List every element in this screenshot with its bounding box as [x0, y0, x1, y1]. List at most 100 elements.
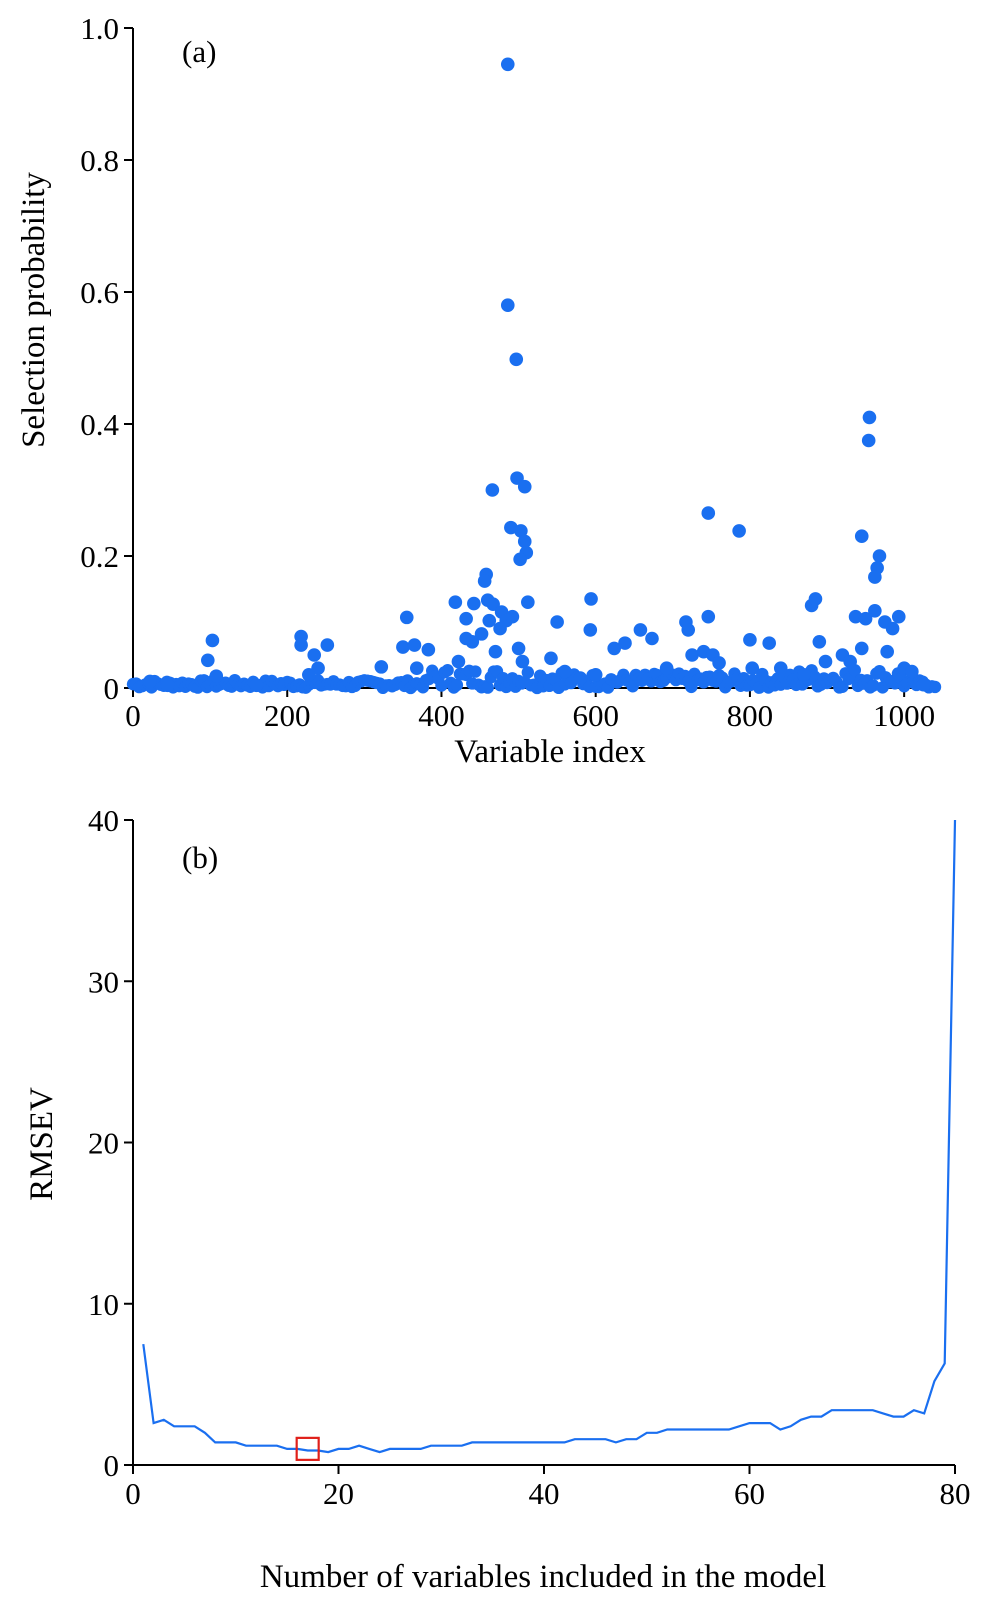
- data-point: [818, 654, 833, 669]
- y-tick-label: 0: [104, 1448, 120, 1483]
- data-point: [302, 668, 316, 682]
- data-point: [862, 410, 877, 425]
- data-point: [867, 679, 880, 692]
- x-tick-label: 80: [940, 1476, 971, 1511]
- data-point: [701, 506, 716, 520]
- x-tick-label: 400: [418, 698, 465, 733]
- data-point: [249, 678, 264, 693]
- data-point: [469, 665, 482, 678]
- data-point: [409, 661, 424, 675]
- x-tick-label: 20: [323, 1476, 354, 1511]
- data-point: [374, 660, 389, 674]
- data-point: [868, 603, 882, 618]
- data-point: [205, 633, 220, 648]
- data-point: [891, 609, 906, 624]
- x-tick-label: 800: [727, 698, 774, 733]
- data-point: [885, 621, 900, 636]
- data-point: [645, 631, 659, 646]
- x-tick-label: 200: [264, 698, 311, 733]
- data-point: [812, 635, 827, 649]
- data-point: [459, 611, 473, 626]
- data-point: [633, 623, 648, 637]
- panel-a-x-axis-title: Variable index: [454, 734, 646, 770]
- data-point: [868, 570, 882, 584]
- panel-b-y-ticks: 0 10 20 30 40: [88, 803, 133, 1483]
- panel-b-label: (b): [182, 840, 218, 875]
- panel-a-x-ticks: 0 200 400 600 800 1000: [125, 688, 935, 733]
- data-point: [294, 638, 308, 652]
- data-point: [209, 669, 224, 683]
- data-point: [485, 483, 500, 497]
- data-point: [488, 644, 503, 659]
- data-point: [399, 610, 414, 625]
- data-point: [448, 595, 463, 609]
- data-point: [659, 661, 674, 675]
- data-point: [201, 653, 215, 668]
- y-tick-label: 0.4: [80, 407, 119, 442]
- panel-b: 0 10 20 30 40 0 20 40 60 80 (b) Number of variab…: [24, 803, 971, 1595]
- data-point: [681, 623, 696, 637]
- data-point: [505, 609, 520, 624]
- data-point: [421, 642, 436, 657]
- y-tick-label: 0.8: [80, 143, 119, 178]
- data-point: [407, 638, 422, 652]
- data-point: [500, 57, 515, 72]
- data-point: [872, 549, 887, 563]
- x-tick-label: 1000: [873, 698, 935, 733]
- data-point: [451, 654, 466, 669]
- panel-b-x-ticks: 0 20 40 60 80: [125, 1465, 971, 1511]
- data-point: [861, 433, 876, 448]
- data-point: [513, 552, 527, 567]
- x-tick-label: 0: [125, 1476, 141, 1511]
- data-point: [916, 677, 931, 692]
- data-point: [544, 651, 558, 666]
- data-point: [521, 666, 535, 679]
- data-point: [500, 298, 515, 313]
- data-point: [477, 574, 492, 588]
- panel-b-x-axis-title: Number of variables included in the mode…: [260, 1559, 826, 1595]
- panel-b-rmsev-line: [142, 819, 957, 1454]
- x-tick-label: 0: [125, 698, 141, 733]
- x-tick-label: 600: [572, 698, 619, 733]
- data-point: [486, 597, 500, 611]
- data-point: [396, 640, 410, 654]
- data-point: [773, 661, 788, 675]
- data-point: [573, 671, 588, 685]
- data-point: [618, 636, 632, 650]
- panel-a-y-axis-title: Selection probability: [16, 172, 52, 448]
- data-point: [701, 609, 716, 624]
- data-point: [745, 661, 760, 675]
- data-point: [160, 678, 175, 693]
- y-tick-label: 0.6: [80, 275, 119, 310]
- data-point: [459, 631, 473, 646]
- panel-a-label: (a): [182, 34, 216, 69]
- panel-b-optimum-marker: [295, 1436, 320, 1461]
- data-point: [843, 654, 857, 669]
- data-point: [307, 648, 322, 662]
- data-point: [588, 668, 603, 682]
- data-point: [685, 648, 699, 662]
- data-point: [474, 627, 489, 641]
- y-tick-label: 0.2: [80, 539, 119, 574]
- data-point: [481, 681, 494, 694]
- x-tick-label: 60: [734, 1476, 765, 1511]
- data-point: [511, 641, 526, 656]
- y-tick-label: 40: [88, 803, 119, 838]
- panel-a: 0 0.2 0.4 0.6 0.8 1.0 0 200 400 600 800 1000 (a) V…: [16, 11, 942, 770]
- y-tick-label: 0: [104, 671, 120, 706]
- data-point: [712, 656, 726, 670]
- data-point: [441, 664, 454, 677]
- data-point: [743, 633, 757, 647]
- data-point: [550, 615, 564, 629]
- data-point: [320, 638, 335, 652]
- y-tick-label: 1.0: [80, 11, 119, 46]
- panel-a-y-ticks: 0 0.2 0.4 0.6 0.8 1.0: [80, 11, 133, 706]
- data-point: [509, 352, 524, 367]
- data-point: [517, 479, 532, 494]
- data-point: [517, 534, 532, 549]
- data-point: [928, 680, 942, 694]
- data-point: [797, 668, 811, 682]
- panel-a-points: [126, 57, 942, 695]
- y-tick-label: 20: [88, 1126, 119, 1161]
